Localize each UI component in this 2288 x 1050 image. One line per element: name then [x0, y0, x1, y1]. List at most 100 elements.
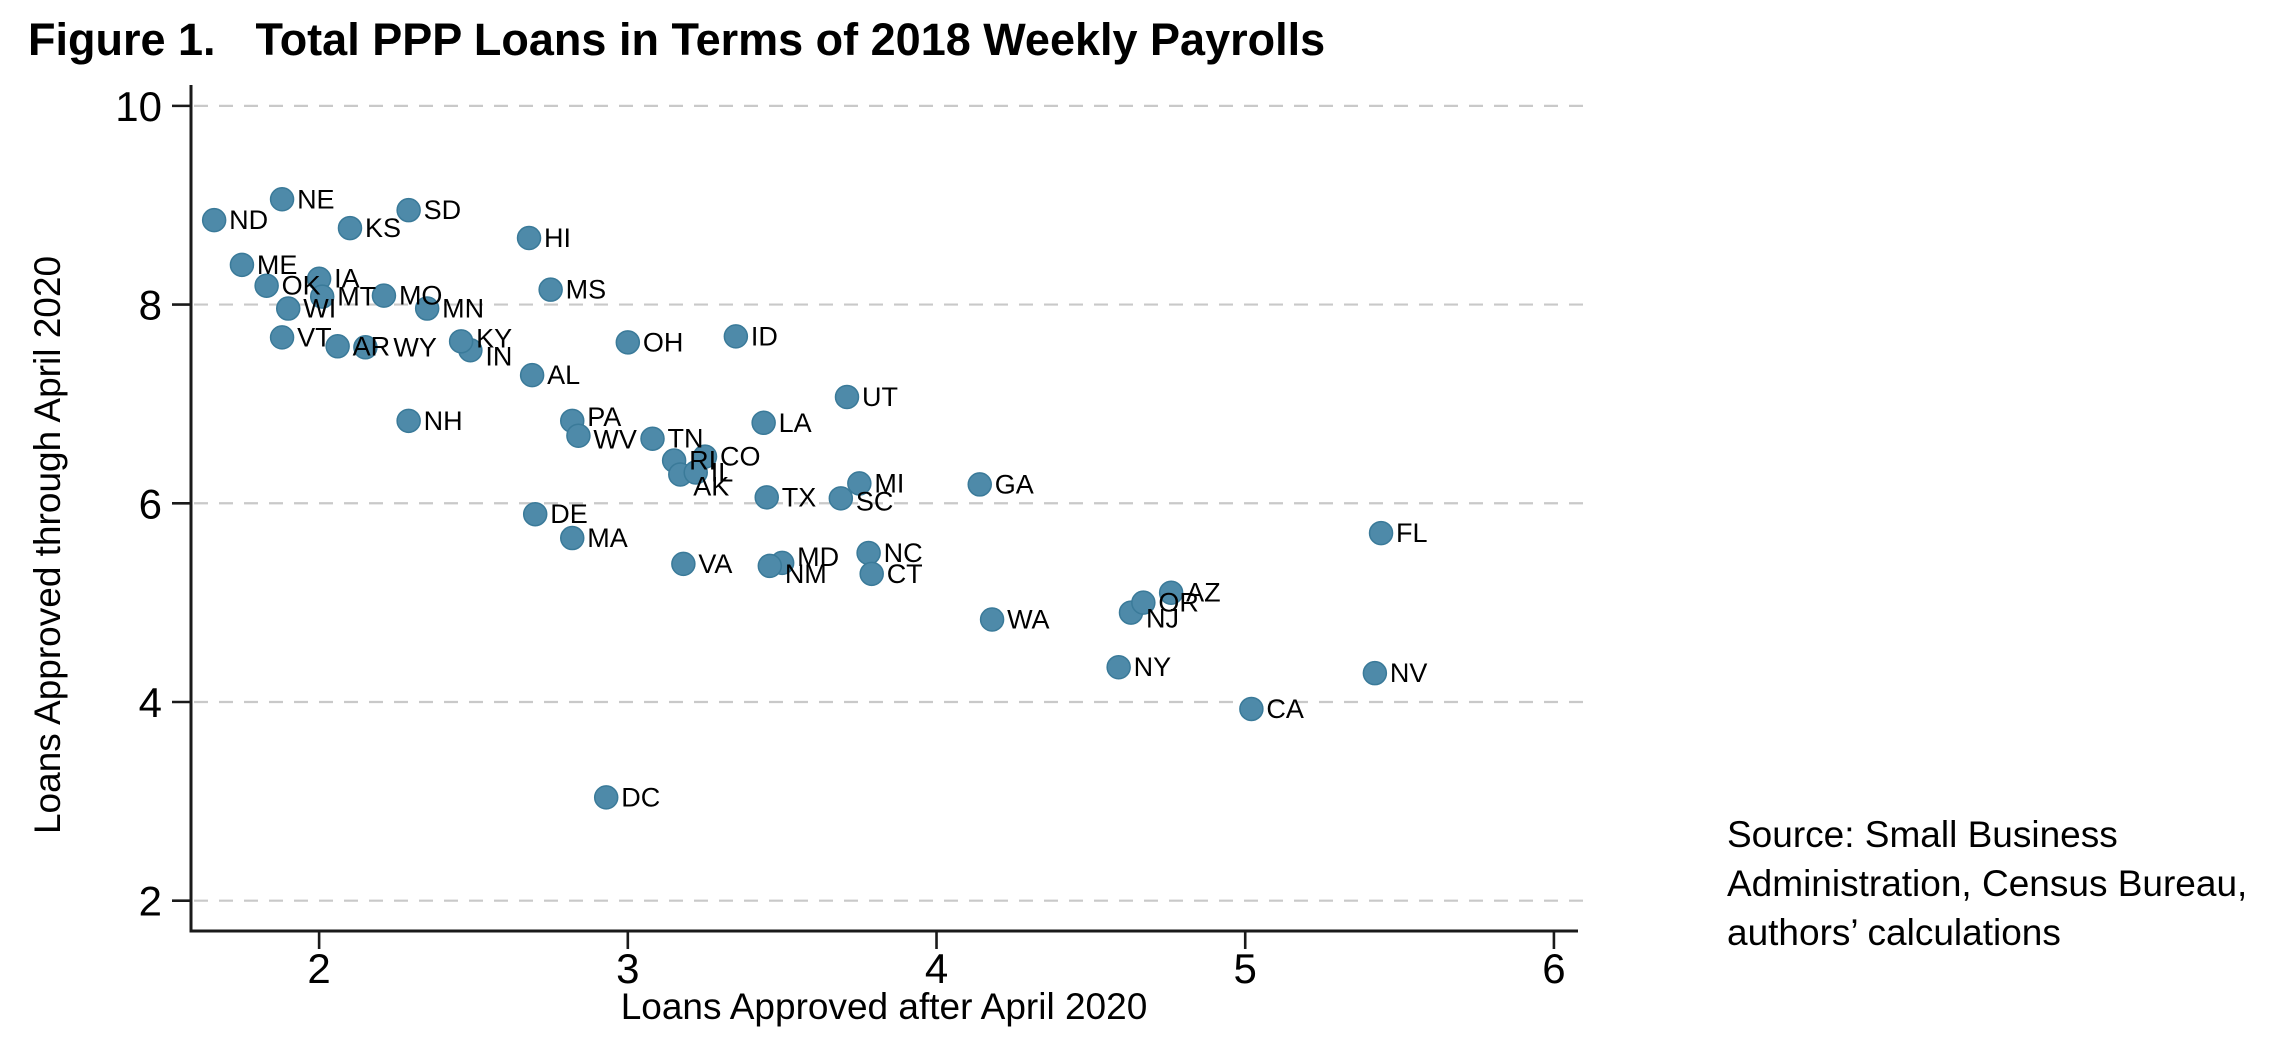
data-point-label-IA: IA [334, 264, 360, 294]
data-point-NV [1362, 660, 1388, 686]
data-point-label-WY: WY [393, 332, 437, 362]
x-tick-label: 2 [307, 945, 330, 992]
data-point-label-MO: MO [399, 281, 443, 311]
figure-title-text: Total PPP Loans in Terms of 2018 Weekly … [255, 14, 1326, 65]
data-point-DC [593, 785, 619, 810]
data-point-label-DE: DE [550, 499, 588, 529]
data-point-label-NY: NY [1134, 652, 1172, 682]
data-point-WV [566, 423, 591, 448]
figure-number: Figure 1. [28, 14, 216, 65]
x-tick-label: 6 [1542, 945, 1565, 992]
data-point-label-OH: OH [643, 327, 684, 357]
x-tick-label: 4 [925, 945, 948, 992]
data-point-MA [559, 525, 585, 551]
data-point-label-MT: MT [337, 282, 376, 312]
data-point-MS [538, 277, 563, 302]
data-point-label-MS: MS [566, 275, 607, 305]
data-point-ME [229, 252, 255, 278]
data-point-label-NC: NC [884, 538, 923, 568]
data-point-label-HI: HI [544, 223, 571, 253]
data-point-label-AZ: AZ [1186, 578, 1221, 608]
data-point-DE [522, 501, 548, 527]
data-point-CA [1239, 696, 1264, 722]
data-point-label-CT: CT [887, 559, 923, 589]
data-point-NM [757, 553, 783, 579]
data-point-label-MA: MA [587, 523, 628, 553]
data-point-ID [723, 324, 749, 349]
data-point-TX [754, 485, 779, 510]
data-point-HI [516, 225, 542, 251]
data-point-label-KY: KY [476, 323, 512, 353]
data-point-label-MD: MD [797, 542, 839, 572]
data-point-label-AL: AL [547, 360, 580, 390]
data-point-label-OR: OR [1158, 588, 1199, 618]
data-point-FL [1368, 520, 1394, 546]
data-point-label-RI: RI [689, 446, 716, 476]
source-note: Source: Small Business Administration, C… [1727, 810, 2247, 958]
data-point-label-ND: ND [229, 205, 268, 235]
source-note-line: authors’ calculations [1727, 912, 2061, 954]
data-point-label-PA: PA [587, 402, 621, 432]
data-point-NC [856, 540, 881, 566]
data-point-AL [519, 362, 545, 388]
data-point-AZ [1158, 580, 1184, 605]
data-point-LA [751, 410, 776, 436]
y-tick-label: 10 [115, 83, 162, 130]
data-point-NH [396, 408, 421, 434]
data-point-label-KS: KS [365, 213, 401, 243]
source-note-line: Source: Small Business [1727, 814, 2118, 855]
data-point-label-WV: WV [593, 425, 637, 455]
y-tick-label: 2 [139, 878, 162, 925]
data-point-VT [269, 325, 295, 350]
data-point-label-VA: VA [698, 549, 732, 579]
data-point-ND [201, 207, 227, 233]
y-tick-label: 6 [139, 480, 162, 527]
data-point-label-OK: OK [282, 271, 321, 301]
data-point-label-TN: TN [668, 424, 704, 454]
x-tick-label: 5 [1234, 945, 1257, 992]
data-point-label-NH: NH [424, 406, 463, 436]
data-point-CT [859, 561, 884, 587]
data-point-label-NE: NE [297, 184, 335, 214]
data-point-WY [353, 335, 378, 360]
data-point-label-WI: WI [303, 294, 336, 324]
y-tick-label: 4 [139, 679, 162, 726]
data-point-label-ME: ME [257, 250, 298, 280]
source-note-line: Administration, Census Bureau, [1727, 863, 2248, 905]
data-point-GA [967, 472, 992, 497]
data-point-OH [615, 330, 641, 355]
data-point-label-SC: SC [856, 486, 894, 516]
data-point-label-VT: VT [297, 322, 332, 352]
data-point-VA [671, 551, 696, 577]
data-point-MI [847, 471, 872, 496]
x-axis-label: Loans Approved after April 2020 [620, 986, 1148, 1027]
data-point-NY [1106, 654, 1131, 680]
data-point-label-IL: IL [711, 457, 734, 487]
data-point-label-AR: AR [353, 331, 391, 361]
data-point-label-NV: NV [1390, 658, 1428, 688]
data-point-label-UT: UT [862, 382, 898, 412]
data-point-WA [979, 607, 1005, 632]
data-point-AR [325, 334, 350, 359]
data-point-WI [275, 296, 301, 321]
data-point-IL [683, 460, 708, 485]
data-point-label-MN: MN [442, 294, 484, 324]
data-point-label-MI: MI [874, 468, 904, 498]
data-point-SC [828, 486, 854, 511]
data-point-label-ID: ID [751, 321, 778, 351]
y-axis-label: Loans Approved through April 2020 [27, 255, 68, 835]
data-point-OR [1131, 590, 1156, 615]
data-point-OK [254, 273, 279, 298]
data-point-label-AK: AK [693, 471, 729, 501]
y-tick-label: 8 [139, 282, 162, 329]
data-point-KY [448, 329, 474, 354]
data-point-label-IN: IN [485, 341, 512, 371]
data-point-label-CA: CA [1266, 694, 1304, 724]
data-point-label-LA: LA [779, 408, 812, 438]
data-point-label-SD: SD [424, 195, 462, 225]
data-point-KS [337, 215, 363, 241]
data-point-label-FL: FL [1396, 518, 1428, 548]
data-point-label-NJ: NJ [1146, 604, 1179, 634]
